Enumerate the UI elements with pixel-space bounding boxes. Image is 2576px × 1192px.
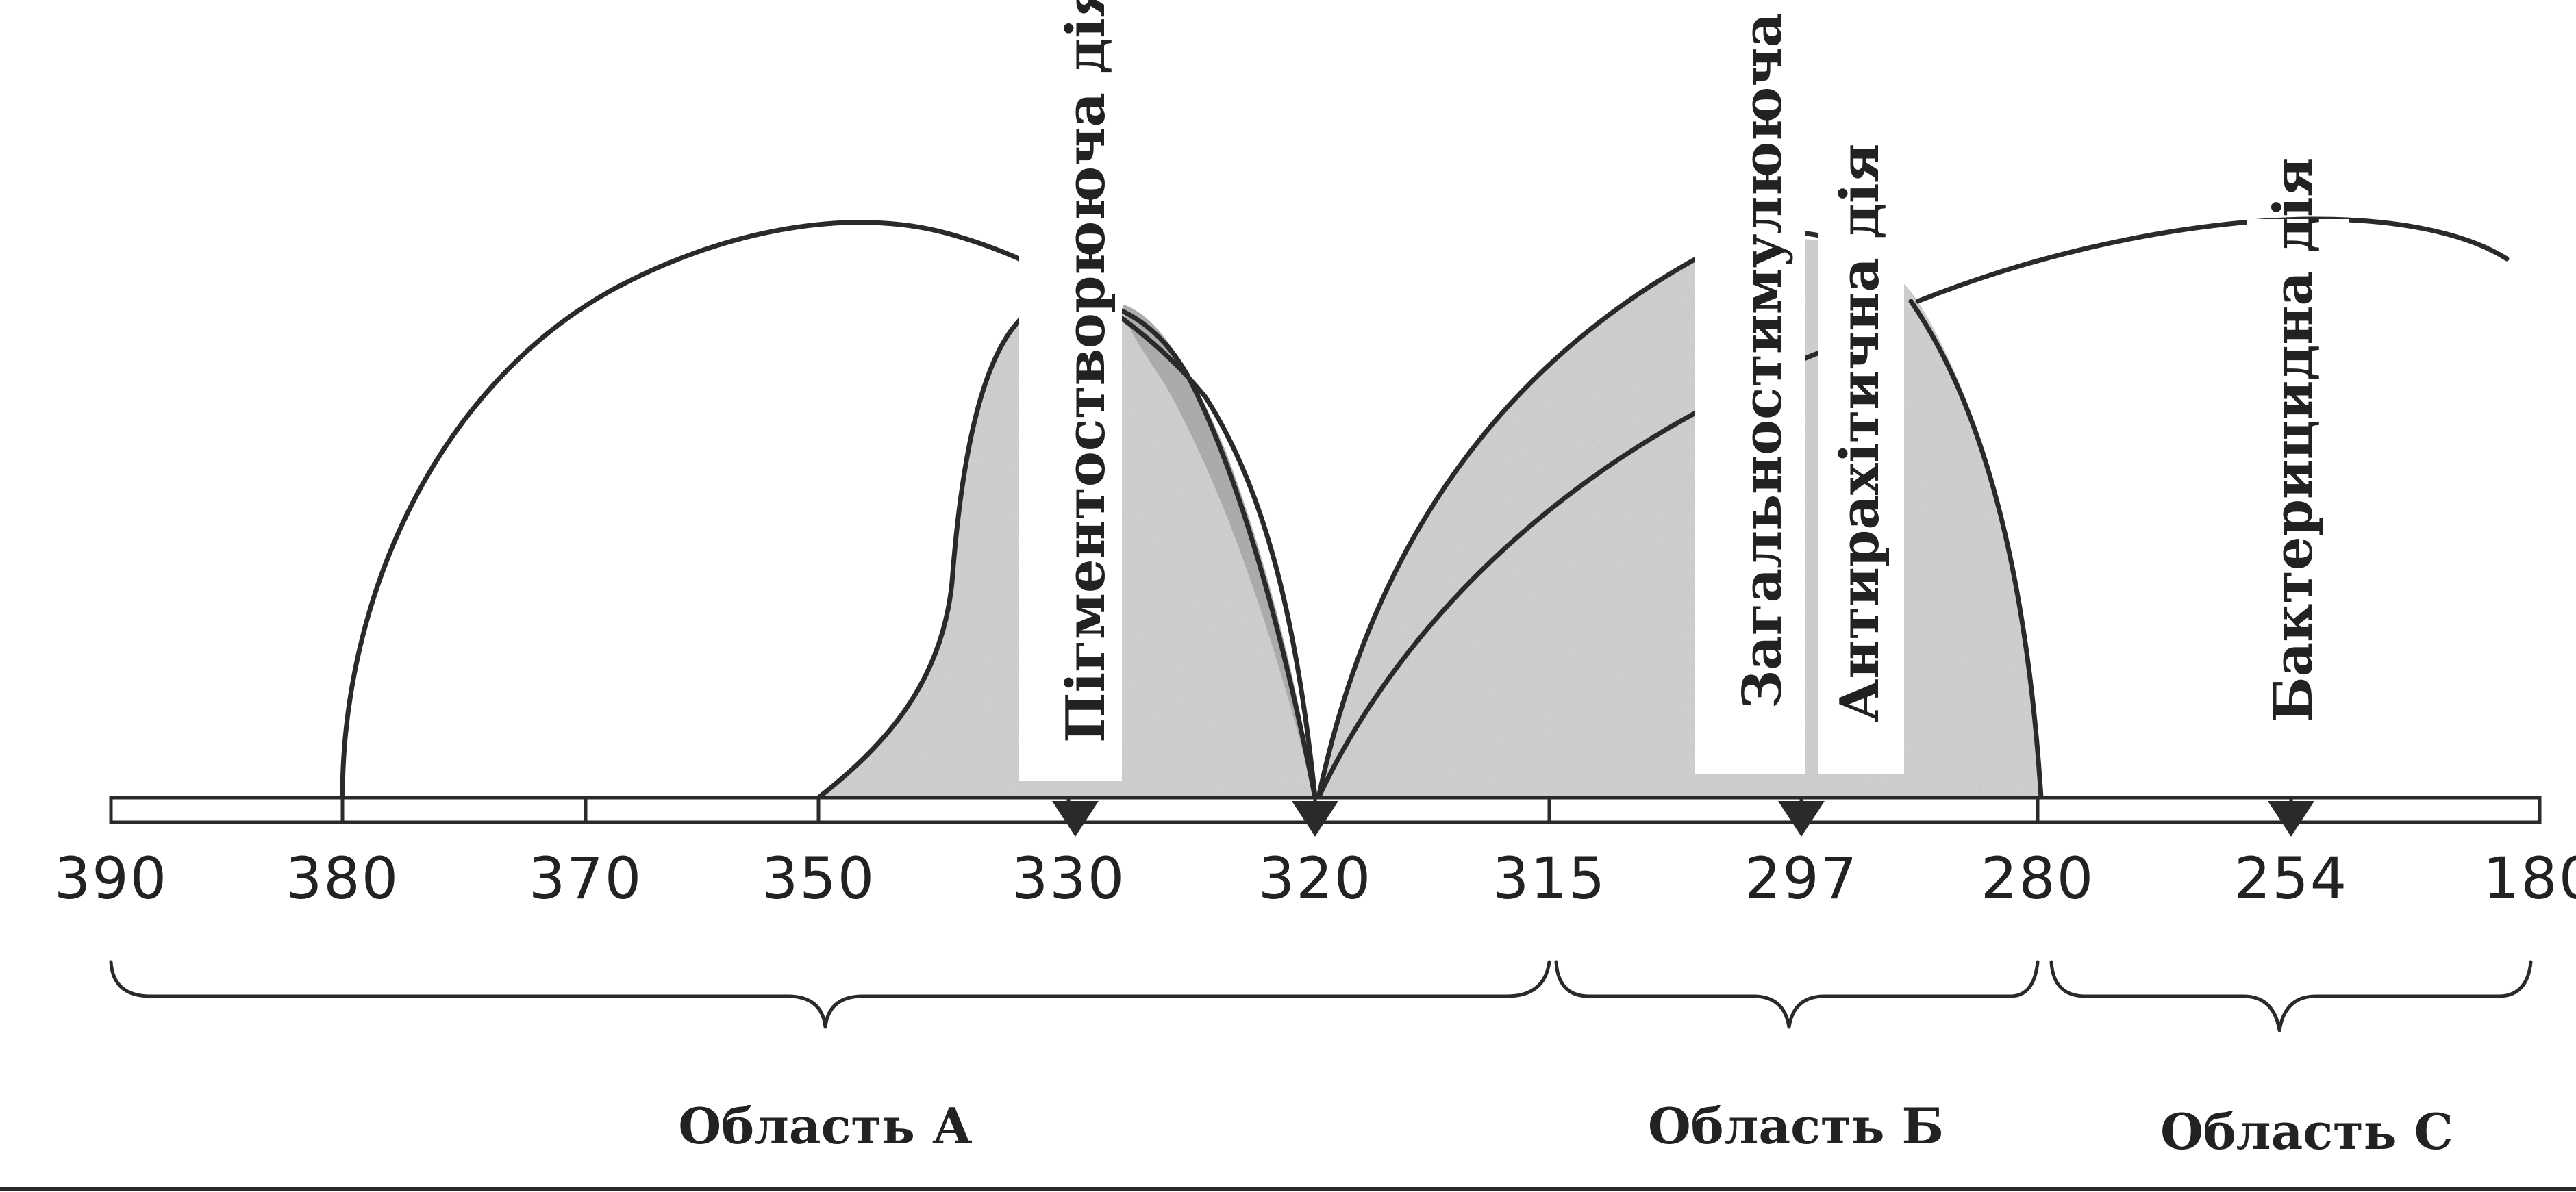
tick-label-330: 330 bbox=[1012, 845, 1125, 912]
marker-triangle-254 bbox=[2268, 801, 2314, 837]
axis-markers bbox=[1052, 801, 2314, 837]
tick-label-370: 370 bbox=[529, 845, 642, 912]
tick-label-297: 297 bbox=[1745, 845, 1858, 912]
large-left-arc bbox=[340, 220, 1318, 800]
effect-label-antirachitic: Антирахітична дія bbox=[1829, 144, 1891, 722]
tick-label-380: 380 bbox=[286, 845, 399, 912]
label-strip-antirachitic bbox=[1818, 226, 1904, 774]
bactericidal-right-arc bbox=[1908, 299, 2044, 800]
axis-tick-labels: 390 380 370 350 330 320 315 297 280 254 180 bbox=[54, 845, 2576, 912]
region-label-b: Область Б bbox=[1648, 1097, 1944, 1155]
brace-region-b bbox=[1554, 960, 2040, 1029]
effect-label-stimulating: Загальностимулююча дія bbox=[1731, 0, 1794, 709]
label-strip-stimulating bbox=[1695, 27, 1805, 774]
tick-label-350: 350 bbox=[762, 845, 875, 912]
label-strip-pigment bbox=[1019, 103, 1122, 781]
tick-label-254: 254 bbox=[2234, 845, 2348, 912]
effect-label-bactericidal: Бактерицидна дія bbox=[2262, 157, 2325, 722]
bactericidal-top-arc bbox=[1915, 216, 2510, 304]
tick-label-390: 390 bbox=[54, 845, 168, 912]
marker-triangle-297 bbox=[1778, 801, 1825, 837]
label-strip-bactericidal bbox=[2247, 219, 2349, 753]
marker-triangle-330 bbox=[1052, 801, 1099, 837]
tick-label-315: 315 bbox=[1492, 845, 1606, 912]
brace-region-a bbox=[109, 960, 1551, 1029]
brace-region-c bbox=[2049, 960, 2533, 1032]
marker-triangle-320 bbox=[1292, 801, 1338, 837]
effect-label-pigment: Пігментостворююча дія bbox=[1055, 0, 1117, 743]
tick-label-180: 180 bbox=[2483, 845, 2576, 912]
region-label-a: Область А bbox=[678, 1097, 972, 1155]
tick-label-280: 280 bbox=[1981, 845, 2094, 912]
tick-label-320: 320 bbox=[1258, 845, 1372, 912]
region-label-c: Область С bbox=[2160, 1102, 2453, 1161]
